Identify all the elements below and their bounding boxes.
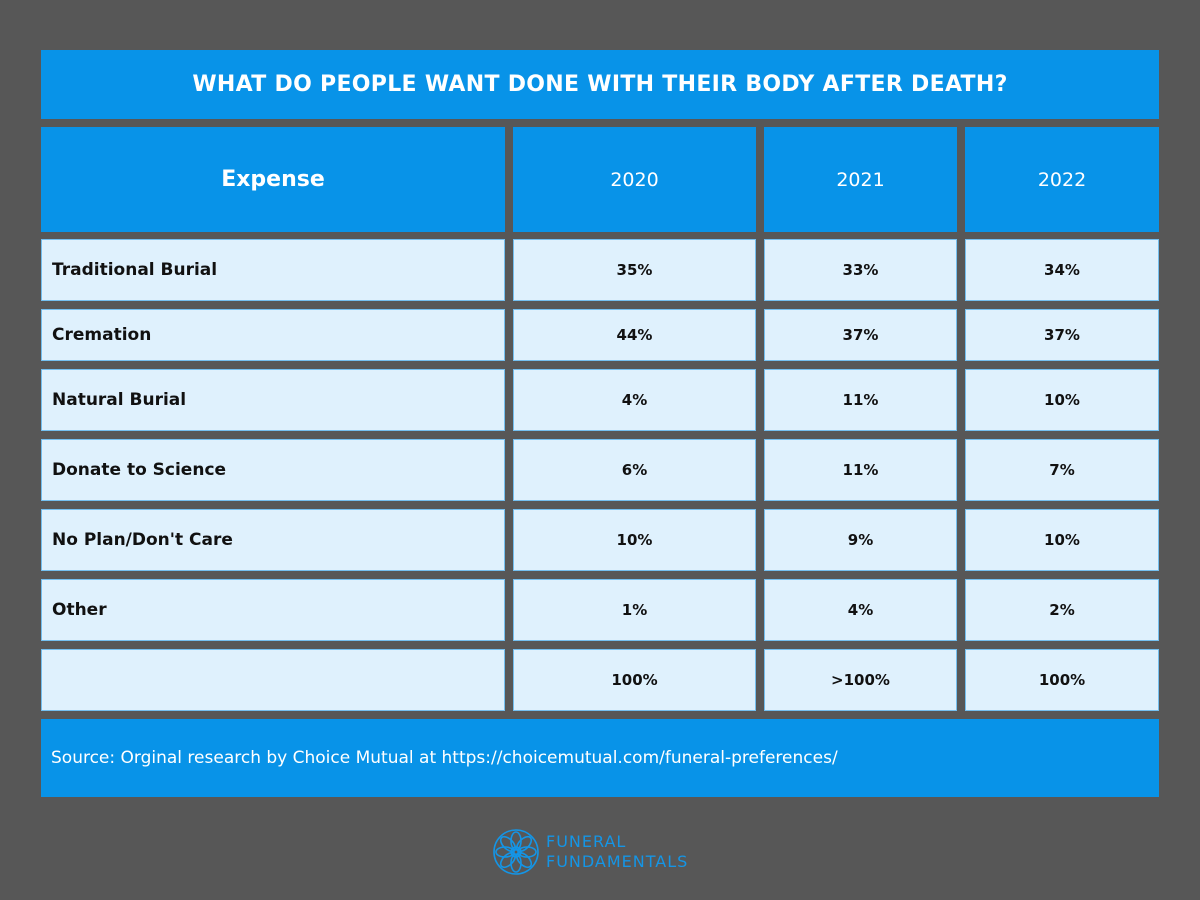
logo-line-1: FUNERAL xyxy=(546,832,627,851)
row-label: Traditional Burial xyxy=(41,239,505,301)
table-cell: 4% xyxy=(513,369,756,431)
source-note: Source: Orginal research by Choice Mutua… xyxy=(41,719,1159,797)
table-cell: 33% xyxy=(764,239,957,301)
row-label: Cremation xyxy=(41,309,505,361)
row-label: Natural Burial xyxy=(41,369,505,431)
table-cell: 7% xyxy=(965,439,1159,501)
column-header: 2020 xyxy=(513,127,756,232)
row-label xyxy=(41,649,505,711)
table-cell: 4% xyxy=(764,579,957,641)
table-cell: 6% xyxy=(513,439,756,501)
row-label: Other xyxy=(41,579,505,641)
table-cell: 11% xyxy=(764,369,957,431)
table-cell: 44% xyxy=(513,309,756,361)
table-cell: 37% xyxy=(764,309,957,361)
table-cell: >100% xyxy=(764,649,957,711)
lotus-icon xyxy=(493,829,539,875)
column-header: 2021 xyxy=(764,127,957,232)
table-cell: 35% xyxy=(513,239,756,301)
page-title: WHAT DO PEOPLE WANT DONE WITH THEIR BODY… xyxy=(41,50,1159,119)
table-cell: 10% xyxy=(965,509,1159,571)
column-header: Expense xyxy=(41,127,505,232)
table-cell: 34% xyxy=(965,239,1159,301)
logo: FUNERAL FUNDAMENTALS xyxy=(492,828,688,876)
row-label: Donate to Science xyxy=(41,439,505,501)
table-cell: 100% xyxy=(965,649,1159,711)
table-cell: 1% xyxy=(513,579,756,641)
table-cell: 100% xyxy=(513,649,756,711)
data-table: Expense 2020 2021 2022 Traditional Burial 35%… xyxy=(41,127,1159,711)
row-label: No Plan/Don't Care xyxy=(41,509,505,571)
table-cell: 10% xyxy=(513,509,756,571)
table-cell: 37% xyxy=(965,309,1159,361)
logo-line-2: FUNDAMENTALS xyxy=(546,852,689,871)
table-cell: 9% xyxy=(764,509,957,571)
table-cell: 11% xyxy=(764,439,957,501)
table-cell: 10% xyxy=(965,369,1159,431)
table-cell: 2% xyxy=(965,579,1159,641)
column-header: 2022 xyxy=(965,127,1159,232)
